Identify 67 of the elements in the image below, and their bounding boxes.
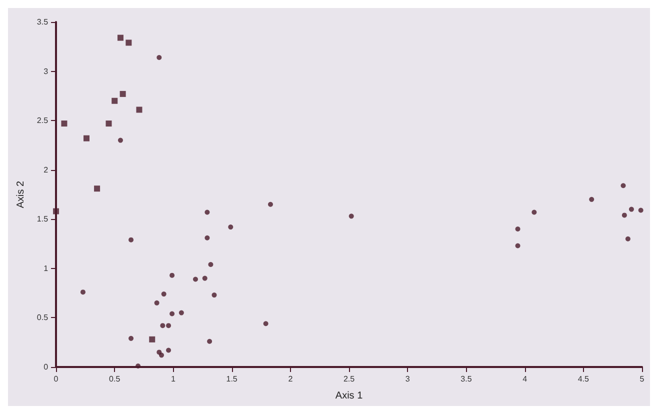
x-tick-label: 0.5: [109, 374, 121, 384]
point: [515, 243, 520, 248]
point: [112, 98, 118, 104]
point: [625, 236, 630, 242]
x-tick-label: 1: [170, 374, 176, 384]
point: [515, 226, 520, 232]
point: [268, 202, 273, 207]
point: [120, 90, 126, 97]
point: [532, 210, 537, 215]
point: [628, 206, 634, 212]
point: [263, 321, 268, 326]
x-tick-label: 4.5: [578, 374, 590, 384]
point: [202, 276, 208, 281]
y-axis-title: Axis 2: [16, 180, 26, 208]
y-tick-label: 3.5: [36, 18, 49, 26]
x-tick-label: 3.5: [460, 374, 472, 384]
point: [154, 300, 160, 306]
point: [166, 323, 172, 328]
point: [156, 54, 162, 60]
point: [192, 276, 198, 282]
point: [136, 106, 142, 113]
point: [159, 352, 164, 358]
point: [622, 212, 627, 218]
x-tick-label: 3: [405, 374, 410, 384]
point: [126, 40, 132, 46]
point: [170, 272, 175, 278]
point: [638, 208, 644, 213]
point: [620, 183, 626, 188]
point: [128, 237, 134, 242]
x-tick-label: 4: [522, 374, 528, 384]
y-tick-label: 0.5: [36, 313, 49, 322]
point: [136, 364, 141, 369]
x-tick-label: 1.5: [226, 374, 238, 384]
point: [208, 262, 214, 267]
point: [161, 292, 166, 297]
point: [106, 120, 112, 127]
point: [160, 323, 166, 328]
y-tick-label: 0: [44, 362, 49, 372]
y-tick-label: 1: [44, 264, 49, 273]
point: [228, 224, 234, 230]
y-tick-label: 2.5: [36, 116, 49, 126]
point: [61, 120, 68, 127]
x-tick-label: 2: [288, 374, 294, 384]
point: [128, 336, 134, 341]
x-tick-label: 0: [54, 374, 59, 384]
x-tick-label: 2.5: [343, 374, 356, 384]
x-tick-label: 5: [640, 374, 645, 384]
point: [53, 208, 60, 214]
point: [178, 310, 184, 316]
point: [204, 235, 210, 240]
point: [204, 210, 210, 215]
point: [166, 348, 172, 353]
x-axis-title: Axis 1: [335, 390, 364, 402]
y-tick-label: 3: [44, 66, 49, 76]
point: [170, 311, 175, 316]
point: [589, 196, 594, 202]
point: [83, 135, 90, 142]
point: [94, 186, 100, 192]
point: [207, 338, 212, 344]
y-tick-label: 2: [44, 165, 49, 174]
y-tick-label: 1.5: [36, 214, 49, 224]
point: [212, 292, 217, 298]
point: [149, 336, 156, 342]
point: [348, 214, 354, 219]
point: [117, 34, 124, 41]
point: [80, 290, 86, 295]
point: [118, 138, 123, 143]
